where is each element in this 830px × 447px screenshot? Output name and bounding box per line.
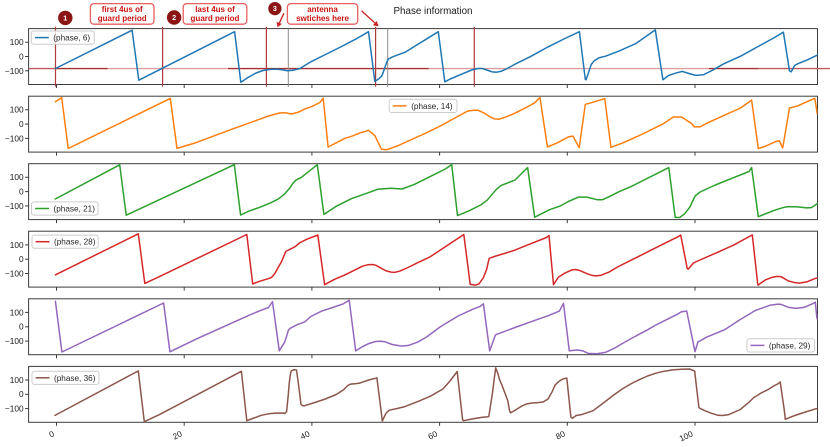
svg-text:−100: −100 [5,133,24,143]
svg-text:0: 0 [47,428,56,439]
svg-text:Phase information: Phase information [394,6,473,17]
svg-text:0: 0 [19,322,24,332]
svg-text:(phase, 21): (phase, 21) [54,205,96,214]
svg-text:first 4us of: first 4us of [102,5,143,14]
svg-text:100: 100 [10,375,24,385]
svg-text:guard period: guard period [191,14,240,23]
svg-text:−100: −100 [5,336,24,346]
svg-text:1: 1 [63,14,67,23]
svg-text:0: 0 [19,51,24,61]
svg-text:−100: −100 [5,66,24,76]
svg-text:last 4us of: last 4us of [195,5,235,14]
svg-text:80: 80 [554,428,567,441]
svg-text:guard period: guard period [98,14,147,23]
svg-text:0: 0 [19,187,24,197]
svg-text:(phase, 28): (phase, 28) [54,238,96,247]
svg-text:antenna: antenna [307,5,338,14]
svg-text:100: 100 [10,172,24,182]
svg-text:0: 0 [19,254,24,264]
svg-text:(phase, 36): (phase, 36) [54,374,96,383]
svg-text:0: 0 [19,119,24,129]
svg-text:(phase, 6): (phase, 6) [53,34,90,43]
svg-text:100: 100 [10,240,24,250]
svg-text:100: 100 [10,307,24,317]
svg-text:0: 0 [19,389,24,399]
svg-text:20: 20 [171,428,184,441]
svg-text:−100: −100 [5,201,24,211]
svg-text:swtiches here: swtiches here [296,14,349,23]
svg-text:100: 100 [10,105,24,115]
svg-text:3: 3 [273,4,277,13]
svg-text:2: 2 [172,13,176,22]
svg-text:60: 60 [426,428,439,441]
svg-text:100: 100 [10,37,24,47]
svg-text:(phase, 29): (phase, 29) [769,341,811,350]
svg-text:40: 40 [299,428,312,441]
svg-text:−100: −100 [5,268,24,278]
svg-text:−100: −100 [5,404,24,414]
svg-text:(phase, 14): (phase, 14) [411,102,453,111]
